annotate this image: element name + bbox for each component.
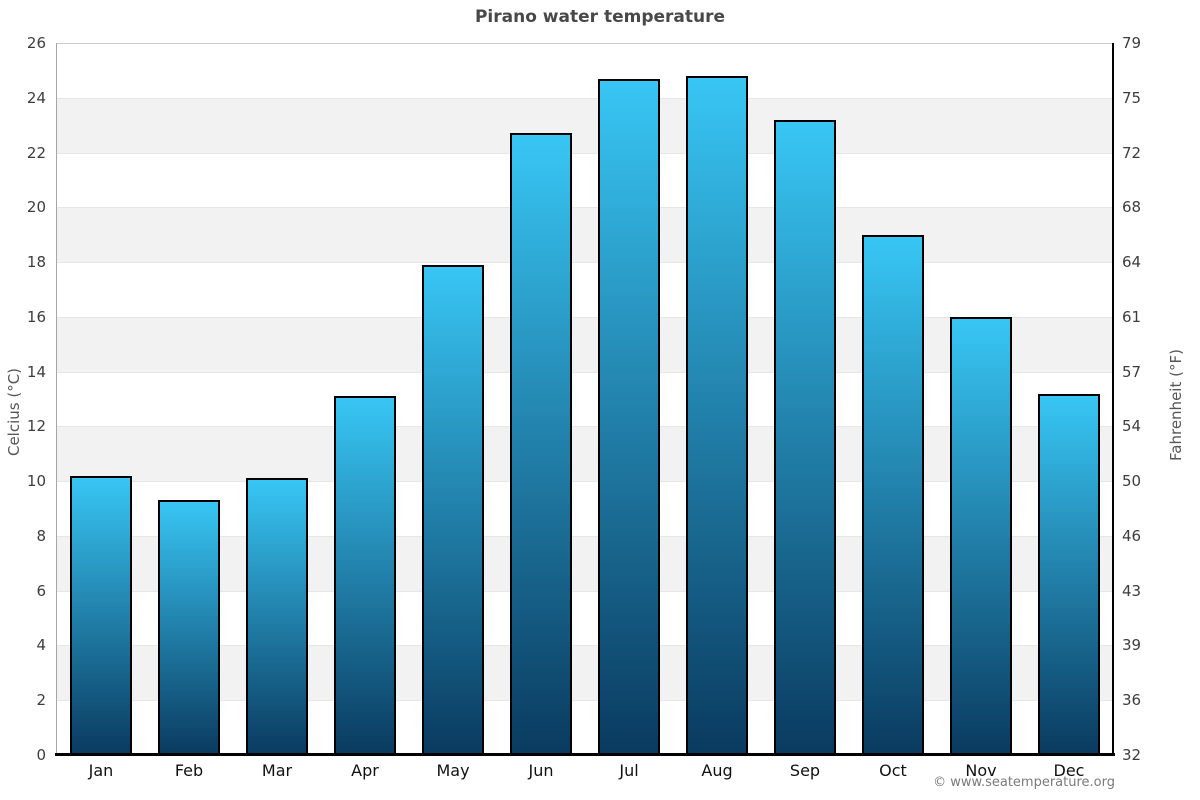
bar-aug (686, 76, 748, 755)
y-tick-celsius-6: 6 (36, 581, 46, 600)
y-tick-celsius-20: 20 (26, 198, 46, 217)
bar-oct (862, 235, 924, 755)
gridline-10 (57, 481, 1113, 483)
grid-band-8 (57, 535, 1113, 591)
y-tick-celsius-24: 24 (26, 88, 46, 107)
gridline-12 (57, 426, 1113, 428)
y-tick-fahrenheit-54: 54 (1122, 417, 1142, 436)
y-tick-celsius-26: 26 (26, 34, 46, 52)
y-tick-fahrenheit-75: 75 (1122, 88, 1142, 107)
gridline-14 (57, 371, 1113, 373)
y-tick-fahrenheit-36: 36 (1122, 691, 1142, 710)
bar-mar (246, 478, 308, 755)
y-tick-celsius-12: 12 (26, 417, 46, 436)
grid-band-4 (57, 645, 1113, 701)
gridline-8 (57, 535, 1113, 537)
gridline-4 (57, 645, 1113, 647)
x-label-may: May (436, 761, 470, 780)
bar-may (422, 265, 484, 755)
y-tick-fahrenheit-72: 72 (1122, 143, 1142, 162)
x-label-sep: Sep (789, 761, 821, 780)
y-tick-celsius-14: 14 (26, 362, 46, 381)
grid-band-12 (57, 426, 1113, 482)
y-tick-fahrenheit-57: 57 (1122, 362, 1142, 381)
gridline-22 (57, 152, 1113, 154)
bar-jan (70, 476, 132, 755)
y-tick-celsius-2: 2 (36, 691, 46, 710)
gridline-20 (57, 207, 1113, 209)
gridline-26 (57, 43, 1113, 44)
y-tick-celsius-0: 0 (36, 746, 46, 764)
x-label-aug: Aug (701, 761, 733, 780)
bar-feb (158, 500, 220, 755)
y-axis-title-celsius: Celcius (°C) (5, 367, 23, 457)
chart-title: Pirano water temperature (474, 7, 726, 27)
left-axis-line (56, 43, 57, 755)
y-axis-title-fahrenheit: Fahrenheit (°F) (1167, 349, 1185, 461)
y-tick-fahrenheit-46: 46 (1122, 526, 1142, 545)
grid-band-16 (57, 316, 1113, 372)
x-label-mar: Mar (261, 761, 293, 780)
y-tick-fahrenheit-50: 50 (1122, 472, 1142, 491)
x-label-dec: Dec (1053, 761, 1085, 780)
x-label-jun: Jun (528, 761, 554, 780)
gridline-16 (57, 316, 1113, 318)
bar-jul (598, 79, 660, 755)
y-tick-celsius-4: 4 (36, 636, 46, 655)
y-tick-celsius-22: 22 (26, 143, 46, 162)
x-label-jan: Jan (88, 761, 114, 780)
y-tick-fahrenheit-43: 43 (1122, 581, 1142, 600)
y-tick-celsius-16: 16 (26, 307, 46, 326)
y-tick-fahrenheit-61: 61 (1122, 307, 1142, 326)
y-tick-fahrenheit-39: 39 (1122, 636, 1142, 655)
bottom-axis-line (55, 753, 1115, 756)
bar-nov (950, 317, 1012, 755)
gridline-18 (57, 262, 1113, 264)
y-tick-fahrenheit-79: 79 (1122, 34, 1142, 52)
y-tick-celsius-8: 8 (36, 526, 46, 545)
bar-apr (334, 396, 396, 755)
gridline-2 (57, 700, 1113, 702)
bar-sep (774, 120, 836, 755)
right-axis-line (1112, 43, 1114, 756)
gridline-24 (57, 97, 1113, 99)
y-tick-celsius-10: 10 (26, 472, 46, 491)
x-label-nov: Nov (965, 761, 997, 780)
x-label-oct: Oct (879, 761, 907, 780)
bar-dec (1038, 394, 1100, 755)
y-tick-fahrenheit-64: 64 (1122, 253, 1142, 272)
x-label-jul: Jul (619, 761, 639, 780)
grid-band-24 (57, 97, 1113, 153)
y-tick-fahrenheit-68: 68 (1122, 198, 1142, 217)
gridline-6 (57, 590, 1113, 592)
x-label-apr: Apr (351, 761, 379, 780)
y-tick-fahrenheit-32: 32 (1122, 746, 1142, 764)
plot-area (57, 43, 1113, 755)
attribution-link[interactable]: © www.seatemperature.org (933, 775, 1115, 790)
grid-band-20 (57, 207, 1113, 263)
bar-jun (510, 133, 572, 755)
y-tick-celsius-18: 18 (26, 253, 46, 272)
x-label-feb: Feb (174, 761, 204, 780)
